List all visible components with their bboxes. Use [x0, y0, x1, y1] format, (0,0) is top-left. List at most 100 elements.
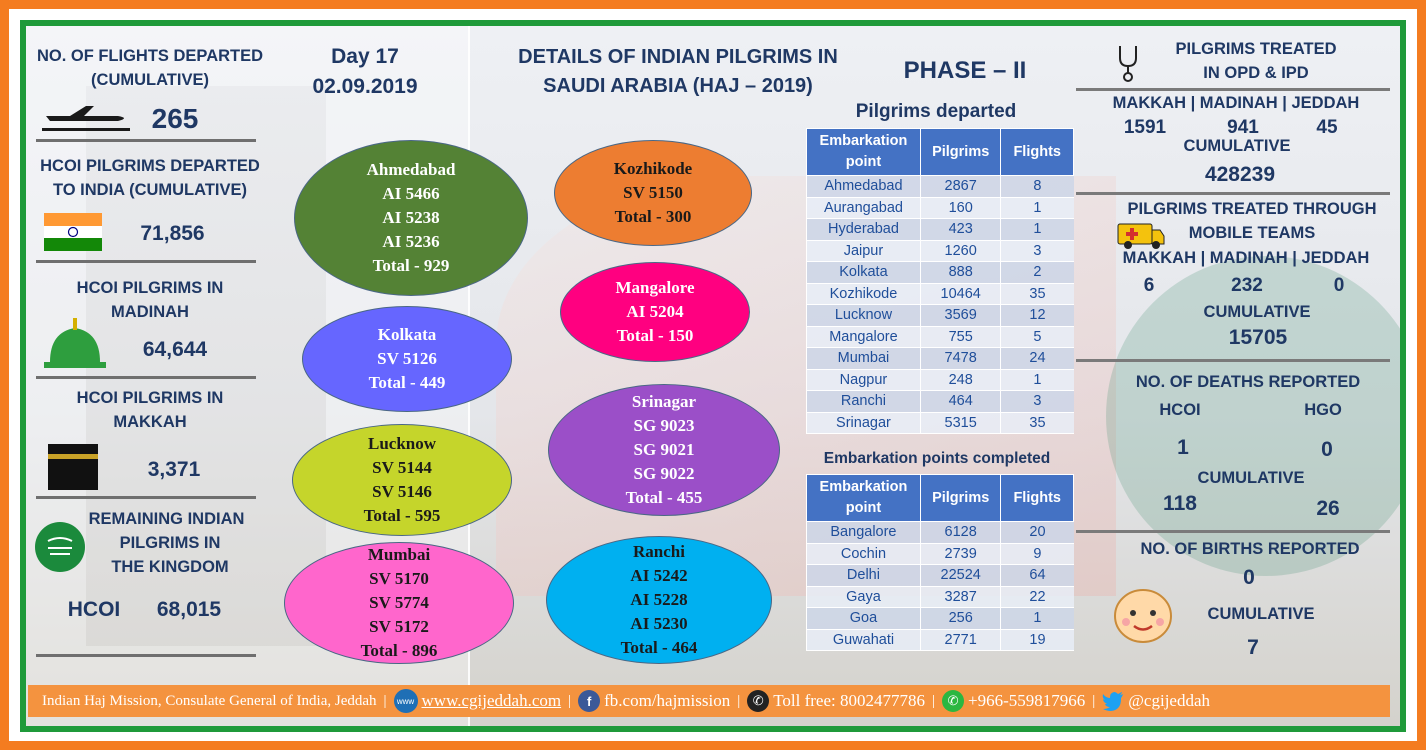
flights-cell: 2 [1000, 261, 1074, 284]
flights-cell: 3 [1000, 390, 1074, 413]
embarkation-cell: Nagpur [806, 369, 921, 391]
flights-cell: 9 [1000, 543, 1074, 565]
mobile-title-1: PILGRIMS TREATED THROUGH [1127, 200, 1377, 218]
bubble-line: AI 5236 [382, 232, 440, 251]
bubble-line: AI 5204 [626, 302, 684, 321]
column-header: Pilgrims [919, 474, 1002, 522]
website-link[interactable]: www.cgijeddah.com [421, 691, 562, 710]
mobile-cumulative-label: CUMULATIVE [1203, 303, 1311, 321]
airplane-icon [40, 104, 132, 139]
table-row: Bangalore 6128 20 [806, 521, 1074, 544]
remaining-title-1: REMAINING INDIAN [88, 510, 245, 528]
departed-table: Embarkation point Pilgrims Flights Ahmed… [806, 128, 1074, 434]
bubble-line: Total - 464 [620, 638, 698, 657]
pilgrims-cell: 5315 [919, 412, 1001, 434]
completed-table: Embarkation point Pilgrims Flights Banga… [806, 474, 1074, 651]
opd-cumulative-label: CUMULATIVE [1183, 137, 1291, 155]
flight-bubble-mumbai: Mumbai SV 5170 SV 5774 SV 5172 Total - 8… [284, 542, 514, 664]
page-title-line-2: SAUDI ARABIA (HAJ – 2019) [543, 75, 813, 97]
flights-cell: 12 [1000, 304, 1074, 327]
pilgrims-cell: 2739 [919, 543, 1001, 565]
deaths-cumulative-label: CUMULATIVE [1197, 469, 1305, 487]
flights-cell: 19 [1000, 629, 1074, 651]
table-row: Guwahati 2771 19 [806, 629, 1074, 651]
green-dome-icon [40, 318, 110, 375]
kaaba-icon [44, 438, 102, 497]
table-row: Cochin 2739 9 [806, 543, 1074, 565]
deaths-cumulative-hcoi: 118 [1163, 492, 1197, 515]
day-label: Day 17 [331, 45, 399, 68]
embarkation-cell: Srinagar [806, 412, 921, 434]
flights-cell: 35 [1000, 283, 1074, 305]
bubble-line: AI 5230 [630, 614, 688, 633]
bubble-line: SG 9022 [633, 464, 695, 483]
whatsapp-icon: ✆ [942, 690, 965, 712]
phone-icon: ✆ [747, 690, 770, 712]
bubble-line: SG 9021 [633, 440, 695, 459]
table-row: Kozhikode 10464 35 [806, 283, 1074, 305]
flights-cell: 3 [1000, 240, 1074, 262]
phase-label: PHASE – II [903, 57, 1027, 84]
pilgrims-cell: 160 [919, 197, 1001, 219]
embarkation-cell: Hyderabad [806, 218, 921, 241]
remaining-title-3: THE KINGDOM [111, 558, 229, 576]
mobile-jeddah-value: 0 [1333, 275, 1345, 296]
mobile-title-2: MOBILE TEAMS [1188, 224, 1316, 242]
flight-bubble-mangalore: Mangalore AI 5204 Total - 150 [560, 262, 750, 362]
flight-bubble-kolkata: Kolkata SV 5126 Total - 449 [302, 306, 512, 412]
table-row: Delhi 22524 64 [806, 564, 1074, 587]
flight-bubble-srinagar: Srinagar SG 9023 SG 9021 SG 9022 Total -… [548, 384, 780, 516]
divider [36, 654, 256, 657]
table-row: Ahmedabad 2867 8 [806, 175, 1074, 198]
table-row: Hyderabad 423 1 [806, 218, 1074, 241]
embarkation-cell: Kolkata [806, 261, 921, 284]
divider [1076, 192, 1390, 195]
flights-cell: 1 [1000, 218, 1074, 241]
table-row: Srinagar 5315 35 [806, 412, 1074, 434]
makkah-value: 3,371 [147, 458, 201, 481]
mobile-makkah-value: 6 [1143, 275, 1155, 296]
table-row: Gaya 3287 22 [806, 586, 1074, 608]
bubble-line: AI 5242 [630, 566, 688, 585]
ambulance-icon [1116, 218, 1166, 255]
bubble-line: AI 5238 [382, 208, 440, 227]
deaths-title: NO. OF DEATHS REPORTED [1135, 373, 1361, 391]
facebook-icon: f [578, 690, 601, 712]
pilgrims-cell: 1260 [919, 240, 1001, 262]
makkah-title: HCOI PILGRIMS IN MAKKAH [76, 389, 224, 431]
bubble-line: Mumbai [367, 545, 431, 564]
table-row: Kolkata 888 2 [806, 261, 1074, 284]
embarkation-cell: Ranchi [806, 390, 921, 413]
background-green-dome [1106, 256, 1400, 576]
pilgrims-cell: 2771 [919, 629, 1001, 651]
table-row: Lucknow 3569 12 [806, 304, 1074, 327]
pilgrims-cell: 464 [919, 390, 1001, 413]
bubble-line: SV 5146 [372, 482, 432, 501]
flight-bubble-lucknow: Lucknow SV 5144 SV 5146 Total - 595 [292, 424, 512, 536]
table-row: Nagpur 248 1 [806, 369, 1074, 391]
twitter-handle[interactable]: @cgijeddah [1128, 691, 1211, 710]
bubble-line: AI 5466 [382, 184, 440, 203]
flights-cell: 20 [1000, 521, 1074, 544]
embarkation-cell: Cochin [806, 543, 921, 565]
bubble-line: AI 5228 [630, 590, 688, 609]
flights-cell: 22 [1000, 586, 1074, 608]
column-header: Flights [1000, 128, 1074, 176]
deaths-cumulative-hgo: 26 [1316, 497, 1340, 520]
embarkation-cell: Gaya [806, 586, 921, 608]
divider [36, 376, 256, 379]
mobile-madinah-value: 232 [1231, 275, 1263, 296]
remaining-label: HCOI [67, 598, 121, 621]
facebook-link[interactable]: fb.com/hajmission [604, 691, 731, 710]
bubble-line: Total - 449 [368, 373, 446, 392]
flights-cell: 35 [1000, 412, 1074, 434]
bubble-line: Total - 455 [625, 488, 703, 507]
bubble-line: Lucknow [367, 434, 437, 453]
stethoscope-icon [1116, 44, 1142, 87]
table-row: Mangalore 755 5 [806, 326, 1074, 348]
pilgrims-cell: 248 [919, 369, 1001, 391]
embarkation-cell: Jaipur [806, 240, 921, 262]
madinah-title: HCOI PILGRIMS IN MADINAH [76, 279, 224, 321]
deaths-hgo-label: HGO [1304, 401, 1342, 419]
births-value: 0 [1243, 566, 1255, 589]
